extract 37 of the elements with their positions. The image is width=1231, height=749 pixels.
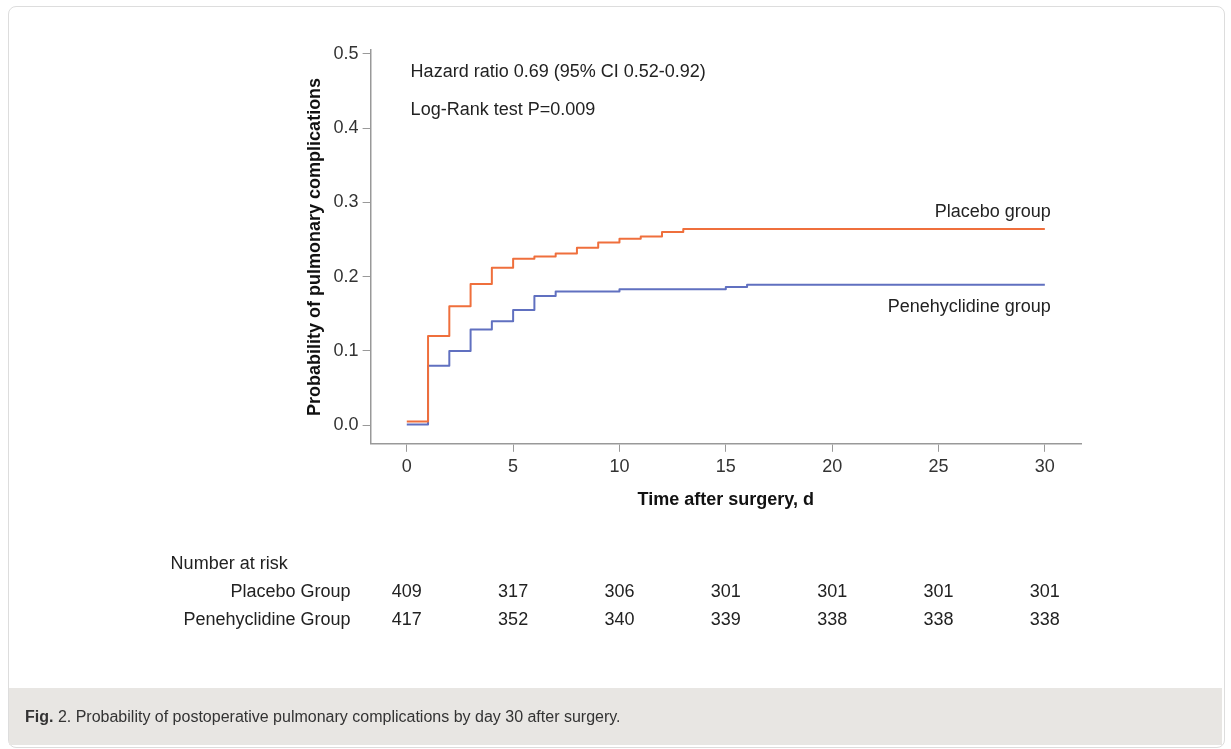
y-tick-label: 0.3 xyxy=(333,191,359,212)
y-tick-label: 0.0 xyxy=(333,414,359,435)
x-tick-label: 20 xyxy=(822,455,843,476)
x-tick-label: 30 xyxy=(1034,455,1055,476)
x-tick-label: 5 xyxy=(508,455,519,476)
x-axis-title: Time after surgery, d xyxy=(637,489,815,510)
text: 301 xyxy=(1029,580,1060,601)
text: 301 xyxy=(817,580,848,601)
text: 409 xyxy=(391,580,422,601)
series-label: Placebo group xyxy=(934,201,1051,222)
y-tick-label: 0.1 xyxy=(333,339,359,360)
text: 417 xyxy=(391,608,422,629)
x-tick-label: 15 xyxy=(715,455,736,476)
text: Penehyclidine Group xyxy=(183,608,351,629)
text: 338 xyxy=(1029,608,1060,629)
series-label: Penehyclidine group xyxy=(887,295,1051,316)
x-tick-label: 10 xyxy=(609,455,630,476)
y-tick-label: 0.4 xyxy=(333,116,359,137)
y-tick-label: 0.5 xyxy=(333,42,359,63)
text: Number at risk xyxy=(170,552,289,573)
x-tick-label: 25 xyxy=(928,455,949,476)
text: 340 xyxy=(604,608,635,629)
text: 301 xyxy=(710,580,741,601)
text: 301 xyxy=(923,580,954,601)
text: 352 xyxy=(498,608,529,629)
text: 317 xyxy=(498,580,529,601)
text: Placebo Group xyxy=(230,580,351,601)
y-axis-title: Probability of pulmonary complications xyxy=(303,77,324,416)
annotation: Hazard ratio 0.69 (95% CI 0.52-0.92) xyxy=(410,60,706,81)
caption: Fig. 2. Probability of postoperative pulmonary complications by day 30 after surgery. xyxy=(9,688,1222,745)
y-tick-label: 0.2 xyxy=(333,265,359,286)
text: 306 xyxy=(604,580,635,601)
x-tick-label: 0 xyxy=(401,455,412,476)
text: 339 xyxy=(710,608,741,629)
annotation: Log-Rank test P=0.009 xyxy=(410,98,596,119)
text: 338 xyxy=(817,608,848,629)
text: 338 xyxy=(923,608,954,629)
